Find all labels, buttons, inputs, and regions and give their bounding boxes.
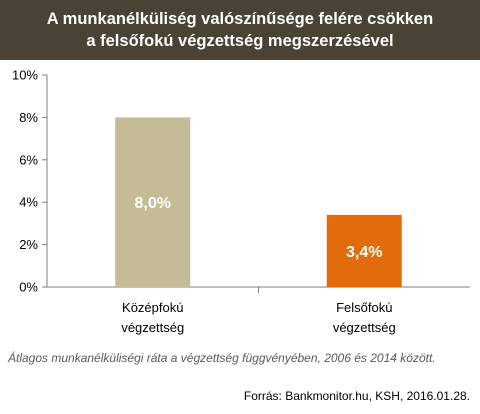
bar-data-label: 8,0% [135, 195, 171, 212]
y-tick-label: 0% [19, 280, 38, 295]
chart-footnote: Átlagos munkanélküliségi ráta a végzetts… [8, 351, 436, 365]
y-tick-label: 2% [19, 237, 38, 252]
bar-data-label: 3,4% [346, 244, 382, 261]
bar [326, 214, 402, 287]
bar [115, 117, 191, 288]
chart-title-line-2: a felsőfokú végzettség megszerzésével [86, 32, 394, 50]
y-tick-label: 10% [12, 68, 38, 83]
chart-title: A munkanélküliség valószínűsége felére c… [0, 0, 480, 60]
x-category-label: végzettség [121, 320, 184, 335]
y-tick-label: 8% [19, 110, 38, 125]
bar-chart: 0% 2% 4% 6% 8% 10% 8,0% Középfokú végzettség 3,4%… [12, 68, 470, 335]
x-category-label: Felsőfokú [336, 300, 392, 315]
chart-title-line-1: A munkanélküliség valószínűsége felére c… [46, 10, 434, 28]
y-tick-label: 6% [19, 152, 38, 167]
y-tick-label: 4% [19, 195, 38, 210]
x-category-label: végzettség [333, 320, 396, 335]
chart-source: Forrás: Bankmonitor.hu, KSH, 2016.01.28. [243, 389, 470, 403]
x-category-label: Középfokú [122, 300, 183, 315]
